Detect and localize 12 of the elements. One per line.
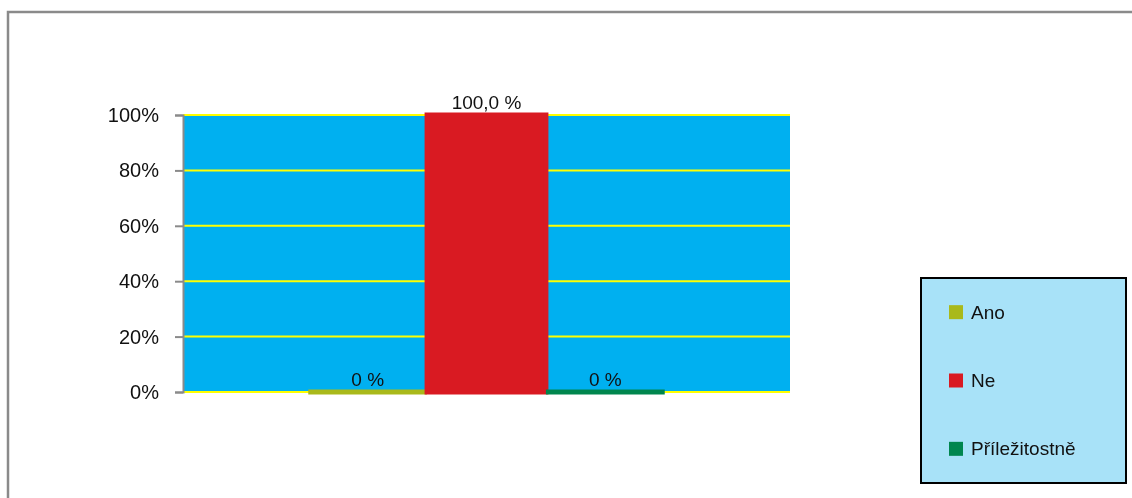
y-tick-label: 40% (118, 270, 160, 293)
legend-label: Ano (971, 301, 1005, 323)
data-label: 100,0 % (451, 92, 522, 113)
legend-label: Ne (971, 370, 996, 391)
data-label: 0 % (351, 369, 385, 390)
y-tick-label: 20% (118, 325, 160, 348)
y-tick-label: 80% (118, 159, 160, 182)
data-label: 0 % (588, 369, 622, 390)
y-tick-label: 100% (107, 103, 160, 126)
y-tick-label: 0% (130, 380, 160, 403)
y-tick-label: 60% (118, 214, 160, 237)
legend-label: Příležitostně (971, 438, 1076, 460)
